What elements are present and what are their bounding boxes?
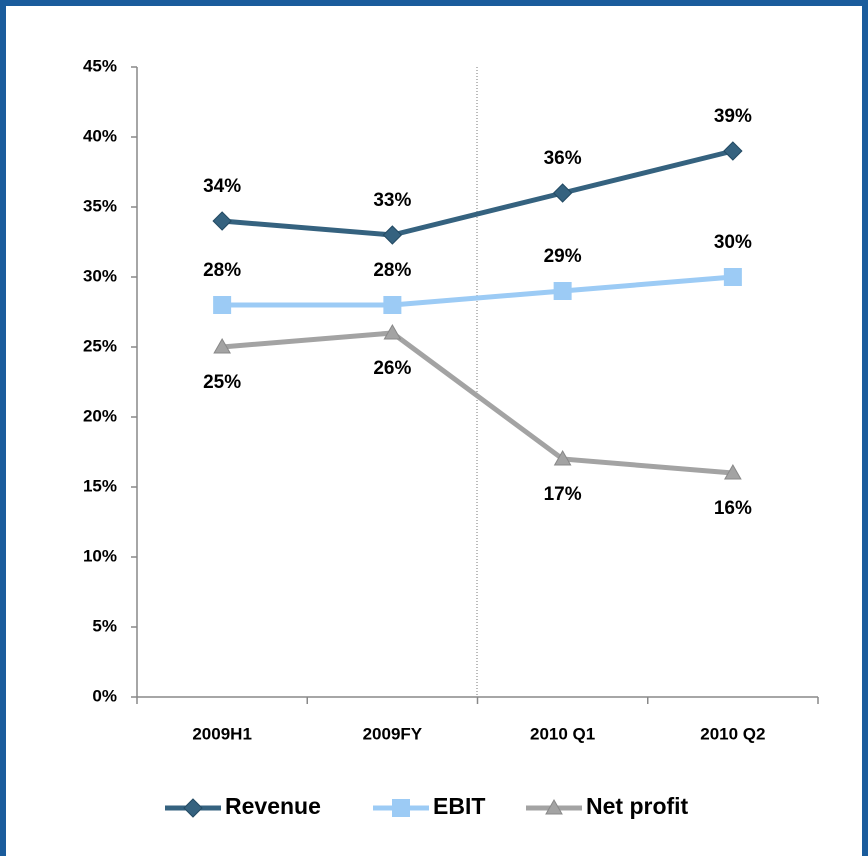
x-tick-label: 2010 Q1 (530, 724, 595, 743)
x-tick-label: 2009FY (363, 724, 423, 743)
data-label: 30% (714, 232, 752, 253)
y-tick-label: 10% (83, 546, 117, 565)
marker (213, 296, 232, 314)
data-label: 28% (373, 260, 411, 281)
data-label: 36% (544, 148, 582, 169)
data-label: 29% (544, 246, 582, 267)
data-label: 26% (373, 358, 411, 379)
data-label: 39% (714, 106, 752, 127)
data-label: 34% (203, 176, 241, 197)
y-tick-label: 30% (83, 266, 117, 285)
marker (383, 296, 402, 314)
legend-marker (392, 799, 410, 817)
marker (383, 323, 402, 340)
data-label: 33% (373, 190, 411, 211)
legend-label: EBIT (433, 793, 485, 819)
marker (724, 463, 742, 480)
marker (212, 211, 232, 231)
y-tick-label: 0% (92, 686, 117, 705)
legend-marker (545, 798, 563, 815)
series-line (221, 330, 734, 476)
marker (382, 225, 403, 245)
data-label: 28% (203, 260, 241, 281)
marker (213, 337, 231, 354)
y-tick-label: 15% (83, 476, 117, 495)
y-tick-label: 45% (83, 56, 117, 75)
y-tick-label: 40% (83, 126, 117, 145)
legend-label: Net profit (586, 793, 689, 819)
y-tick-label: 5% (92, 616, 117, 635)
marker (553, 282, 572, 300)
data-label: 17% (544, 484, 582, 505)
marker (552, 183, 573, 203)
marker (553, 449, 572, 466)
y-tick-label: 20% (83, 406, 117, 425)
marker (723, 268, 742, 286)
y-tick-label: 35% (83, 196, 117, 215)
series-line (221, 148, 734, 238)
y-tick-label: 25% (83, 336, 117, 355)
data-label: 25% (203, 372, 241, 393)
data-label: 16% (714, 498, 752, 519)
marker (723, 141, 743, 161)
legend-label: Revenue (225, 793, 321, 819)
x-tick-label: 2009H1 (192, 724, 252, 743)
x-tick-label: 2010 Q2 (700, 724, 765, 743)
series-line (222, 274, 734, 308)
legend-marker (183, 798, 203, 818)
